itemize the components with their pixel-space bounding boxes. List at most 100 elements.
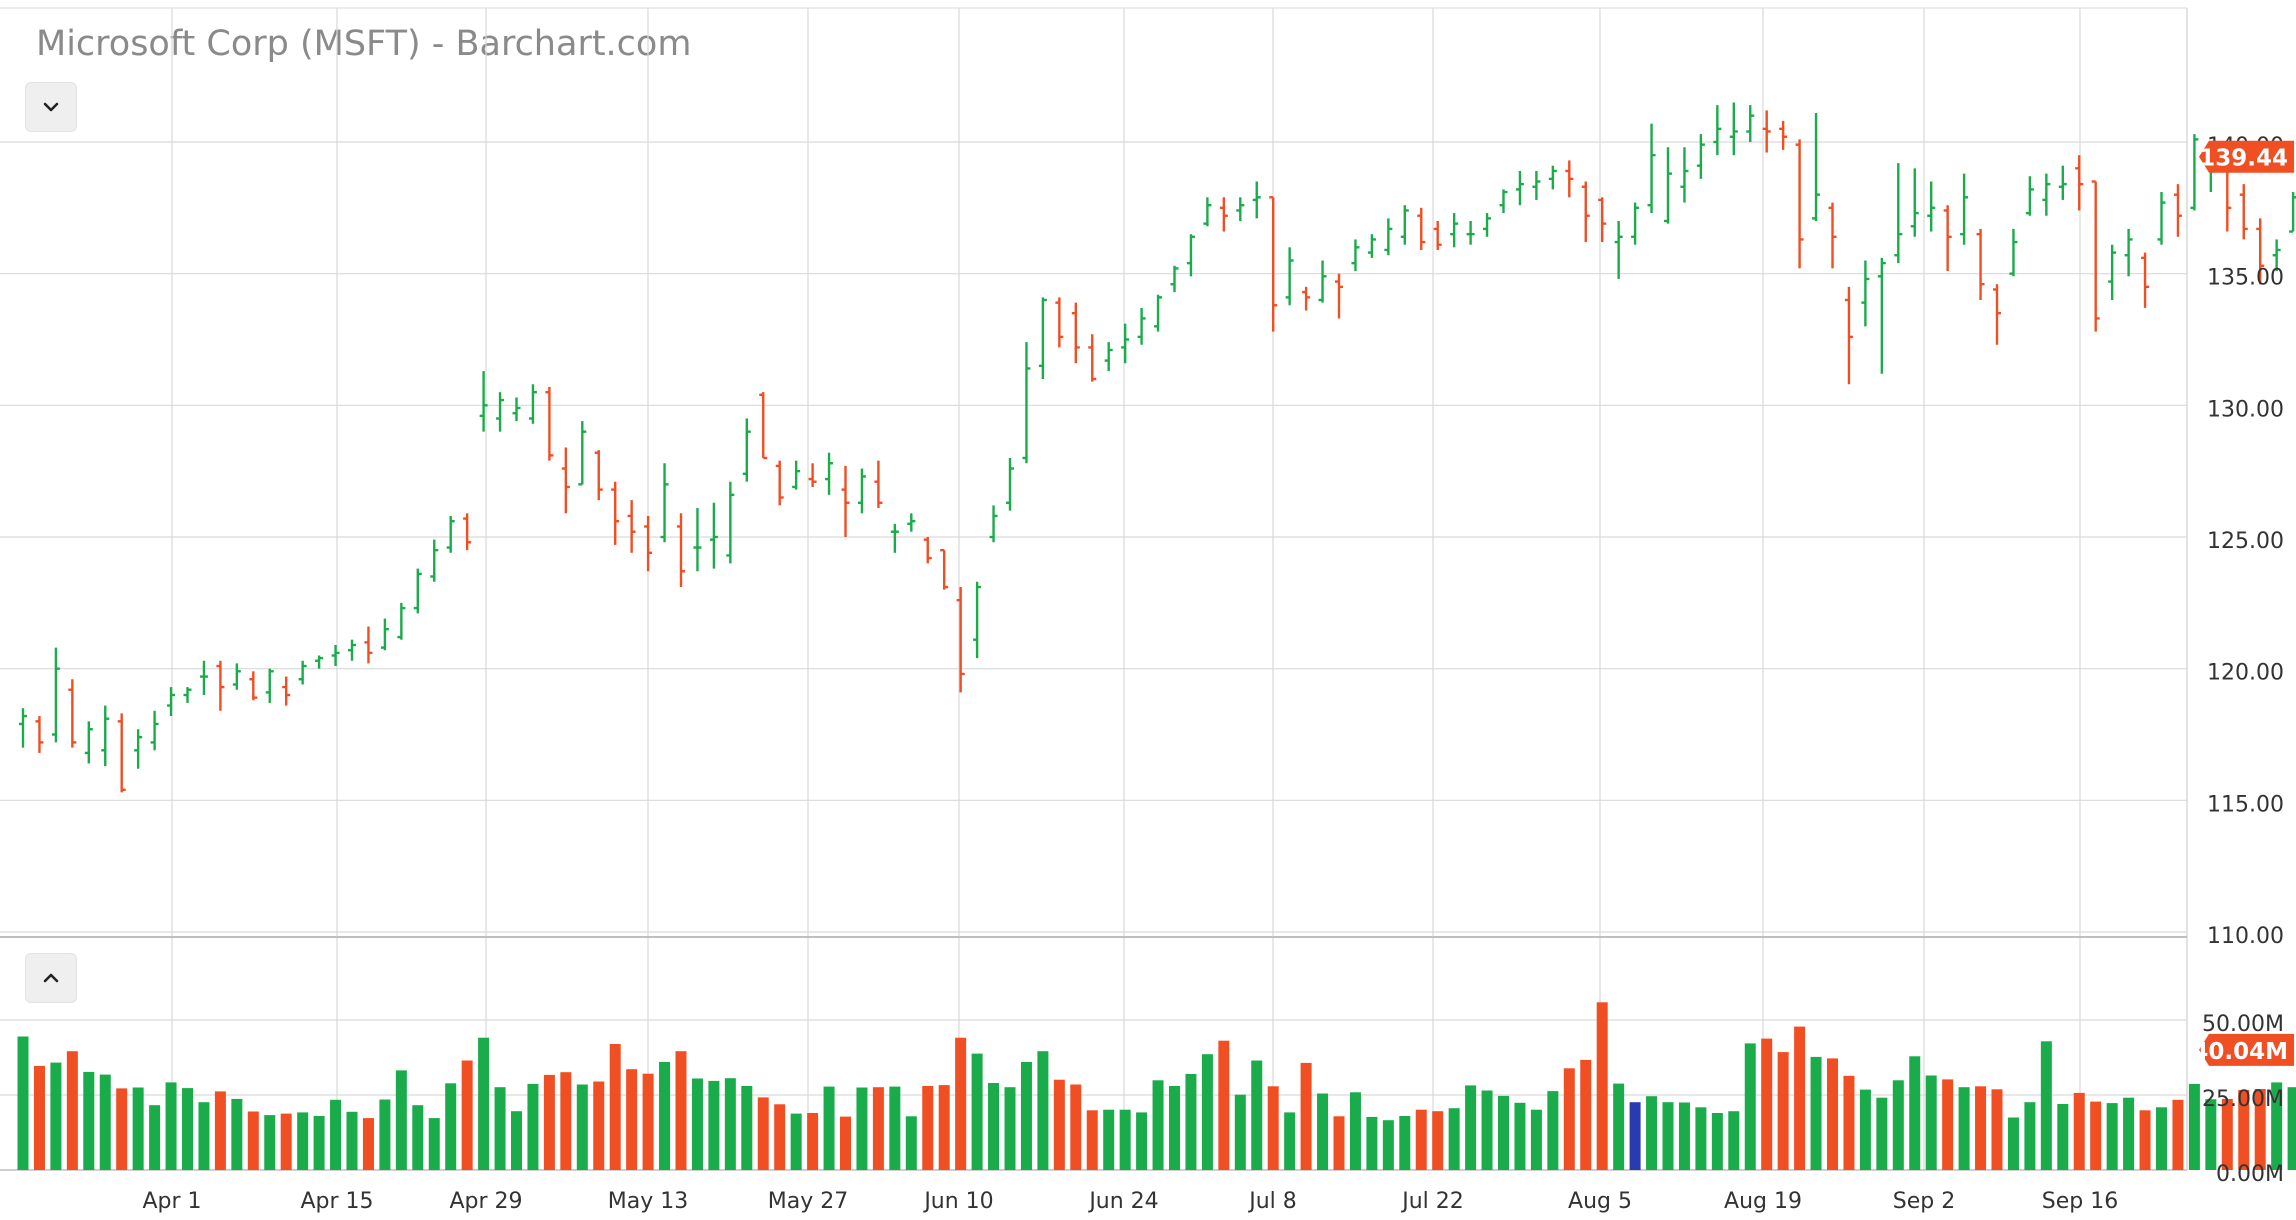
volume-bar: [412, 1105, 424, 1170]
volume-bar: [872, 1087, 884, 1170]
volume-bar: [2156, 1107, 2167, 1170]
time-tick-label: Aug 19: [1724, 1189, 1802, 1214]
volume-bar: [1284, 1112, 1296, 1170]
ohlc-bar: [2042, 173, 2051, 216]
ohlc-bar: [496, 392, 505, 432]
volume-bar: [1465, 1085, 1477, 1170]
volume-bar: [2238, 1089, 2250, 1170]
ohlc-bar: [430, 539, 439, 582]
ohlc-bar: [1877, 257, 1886, 374]
volume-bar: [609, 1044, 621, 1170]
volume-bar: [1827, 1058, 1838, 1170]
volume-bar: [1777, 1052, 1789, 1170]
volume-bar: [1333, 1116, 1345, 1170]
ohlc-bar: [2025, 176, 2034, 216]
ohlc-bar: [1548, 165, 1557, 190]
ohlc-bar: [1104, 342, 1113, 372]
volume-bar: [741, 1086, 753, 1170]
volume-bar: [313, 1116, 325, 1170]
ohlc-bar: [1746, 105, 1755, 142]
volume-bar: [1942, 1079, 1954, 1170]
ohlc-bar: [2075, 155, 2084, 211]
volume-bar: [1251, 1060, 1263, 1170]
ohlc-bar: [1680, 147, 1689, 203]
ohlc-bar: [2190, 134, 2199, 211]
collapse-price-pane-button[interactable]: [25, 82, 77, 132]
volume-bar: [757, 1097, 769, 1170]
ohlc-bar: [216, 660, 225, 711]
volume-bar: [165, 1082, 177, 1170]
ohlc-bar: [890, 523, 899, 553]
volume-bar: [675, 1051, 687, 1170]
volume-bar: [543, 1074, 555, 1170]
ohlc-bar: [167, 687, 176, 717]
volume-bar: [1975, 1086, 1987, 1170]
volume-bar: [2271, 1082, 2283, 1170]
ohlc-bar: [2124, 228, 2133, 277]
price-tick-label: 135.00: [2207, 266, 2284, 291]
volume-bar: [1925, 1075, 1937, 1170]
volume-bar: [362, 1118, 374, 1170]
volume-bar: [642, 1073, 654, 1170]
ohlc-bar: [907, 513, 916, 532]
time-tick-label: Apr 1: [142, 1189, 201, 1214]
chevron-up-icon: [43, 973, 59, 983]
volume-bar: [1695, 1107, 1707, 1170]
volume-bar: [1349, 1092, 1361, 1170]
ohlc-bar: [1203, 197, 1212, 227]
volume-bar: [214, 1091, 226, 1170]
volume-bar: [1843, 1075, 1855, 1170]
ohlc-bar: [1071, 302, 1080, 364]
volume-bar: [724, 1078, 736, 1170]
volume-bar: [33, 1065, 45, 1170]
ohlc-bar: [1186, 234, 1195, 277]
ohlc-bar: [1121, 323, 1130, 364]
volume-bar: [988, 1083, 1000, 1170]
volume-bar: [2040, 1041, 2052, 1170]
chart-title: Microsoft Corp (MSFT) - Barchart.com: [36, 24, 692, 64]
ohlc-bar: [364, 626, 373, 664]
ohlc-bar: [117, 713, 126, 793]
volume-bar: [2139, 1110, 2151, 1170]
time-tick-label: Sep 2: [1893, 1189, 1955, 1214]
ohlc-bar: [1729, 102, 1738, 156]
ohlc-bar: [1762, 110, 1771, 153]
volume-bar: [395, 1070, 407, 1170]
time-tick-label: Aug 5: [1568, 1189, 1632, 1214]
ohlc-bar: [2058, 165, 2067, 200]
volume-bar: [1892, 1080, 1904, 1170]
volume-bar: [1317, 1093, 1329, 1170]
volume-bar: [1580, 1059, 1592, 1170]
ohlc-bar: [150, 710, 159, 751]
volume-bar: [1053, 1079, 1065, 1170]
volume-bar: [1530, 1109, 1542, 1170]
volume-bar: [1481, 1090, 1493, 1170]
ohlc-bar: [463, 513, 472, 551]
time-tick-label: Jun 10: [922, 1189, 993, 1214]
volume-bar: [2106, 1103, 2118, 1170]
time-tick-label: Apr 29: [449, 1189, 522, 1214]
volume-bar: [790, 1113, 802, 1170]
volume-bar: [1201, 1054, 1213, 1170]
ohlc-bar: [2009, 228, 2018, 277]
volume-bar: [1646, 1096, 1658, 1170]
volume-bar: [840, 1116, 851, 1170]
volume-bar: [922, 1086, 934, 1170]
volume-bar: [1876, 1097, 1888, 1170]
volume-bar: [708, 1080, 720, 1170]
volume-bar: [691, 1078, 703, 1170]
ohlc-bar: [348, 639, 356, 661]
volume-bar: [511, 1111, 522, 1170]
ohlc-bar: [2108, 244, 2117, 300]
volume-tick-label: 25.00M: [2202, 1087, 2284, 1112]
collapse-volume-pane-button[interactable]: [25, 953, 77, 1003]
ohlc-bar: [282, 676, 291, 706]
ohlc-bar: [1828, 202, 1837, 269]
ohlc-bar: [545, 386, 554, 461]
price-bars-layer: [19, 102, 2296, 793]
volume-bar: [280, 1113, 292, 1170]
ohlc-bar: [1532, 170, 1541, 200]
volume-bar: [1794, 1026, 1806, 1170]
